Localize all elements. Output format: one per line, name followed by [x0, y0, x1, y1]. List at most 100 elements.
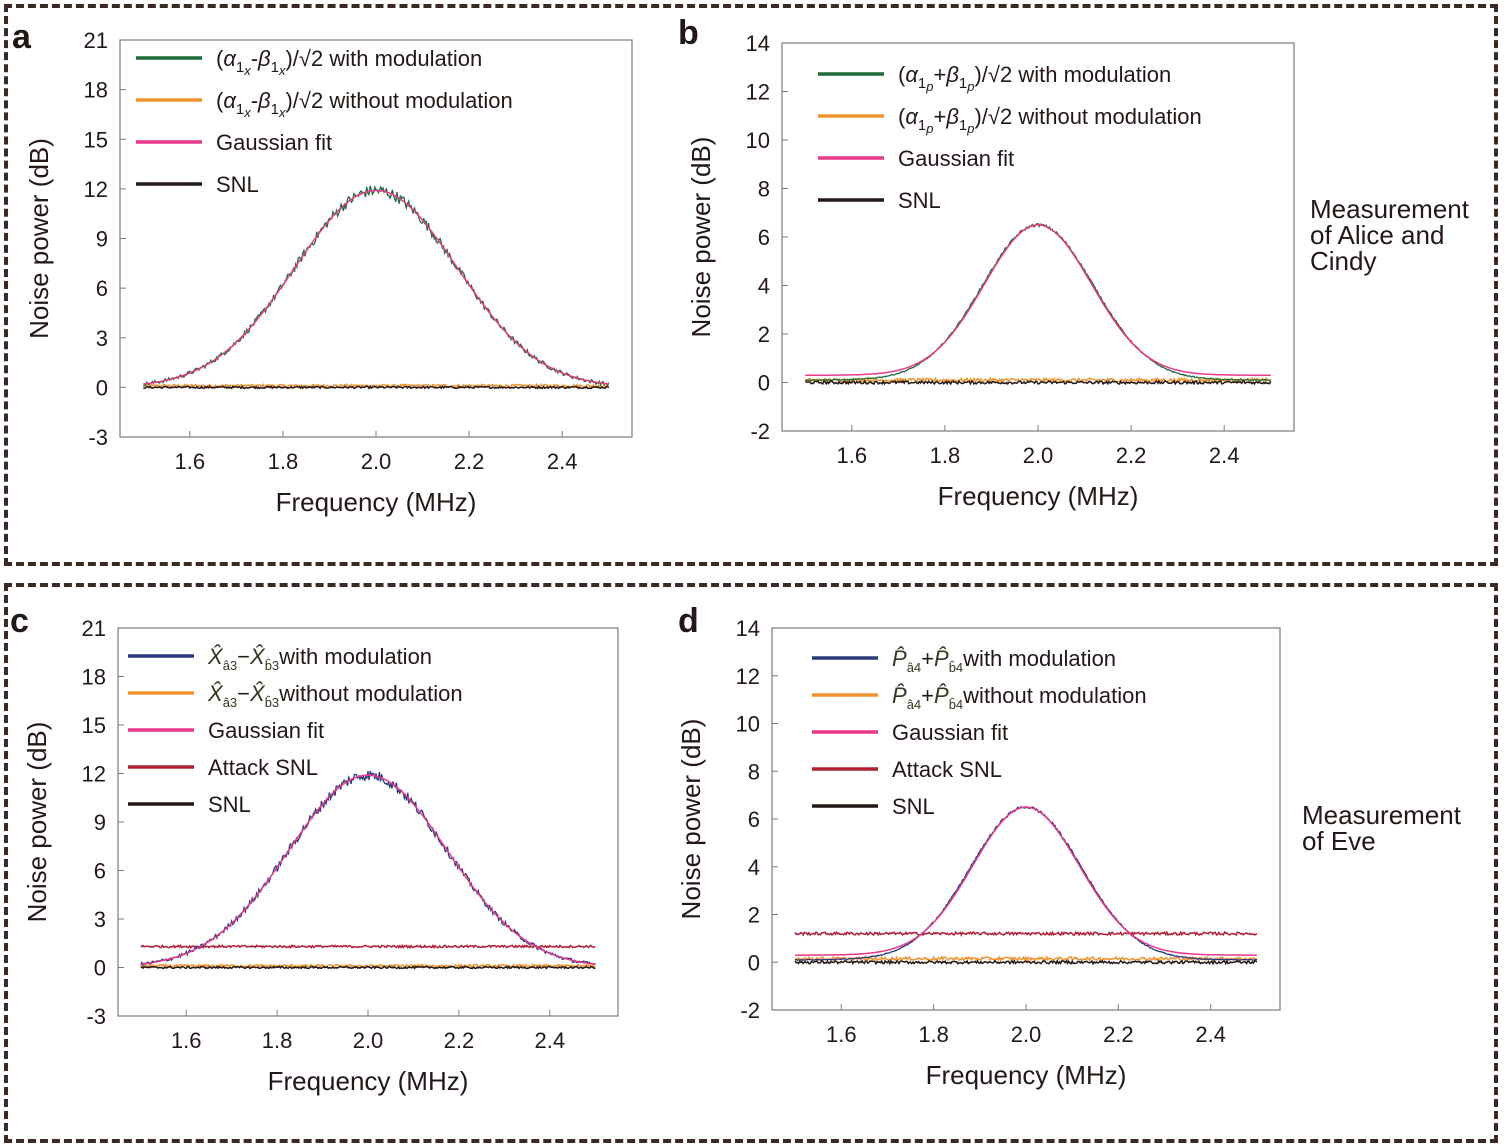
series-line [140, 943, 596, 949]
y-axis-label: Noise power (dB) [22, 722, 52, 923]
y-tick-label: 0 [94, 956, 106, 981]
series-line [143, 385, 610, 390]
x-tick-label: 2.2 [444, 1028, 475, 1053]
x-tick-label: 2.4 [1195, 1022, 1226, 1047]
y-tick-label: 12 [82, 762, 106, 787]
chart-panel-a: a -3 0 3 6 9 12 15 18 21 1.6 1.8 2.0 2.2 2.4 Frequency … [12, 18, 633, 517]
y-tick-label: -3 [86, 1004, 106, 1029]
x-tick-label: 2.2 [1116, 443, 1147, 468]
legend-label: SNL [216, 172, 259, 197]
side-label-top: Measurement of Alice and Cindy [1310, 196, 1504, 274]
y-tick-label: 15 [84, 127, 108, 152]
plot-frame [781, 42, 1295, 432]
x-tick-label: 1.8 [268, 449, 299, 474]
legend-label: Gaussian fit [216, 130, 332, 155]
y-tick-label: 9 [94, 810, 106, 835]
y-tick-label: 18 [84, 78, 108, 103]
panel-letter: a [12, 18, 32, 56]
y-tick-label: -2 [750, 419, 770, 444]
y-tick-label: 6 [748, 807, 760, 832]
legend-label: X̂â3−X̂b̂3without modulation [207, 681, 463, 710]
y-axis-label: Noise power (dB) [676, 719, 706, 920]
y-tick-label: 9 [96, 227, 108, 252]
legend-label: Gaussian fit [898, 146, 1014, 171]
x-tick-label: 2.4 [1209, 443, 1240, 468]
y-tick-label: 0 [748, 950, 760, 975]
x-axis-label: Frequency (MHz) [276, 487, 477, 517]
y-tick-label: 3 [96, 326, 108, 351]
y-tick-label: 4 [748, 855, 760, 880]
series-line [143, 189, 609, 385]
y-tick-label: 12 [84, 177, 108, 202]
legend-label: SNL [892, 794, 935, 819]
series-line [143, 185, 610, 388]
x-tick-label: 2.0 [353, 1028, 384, 1053]
bottom-dashed-frame [4, 583, 1498, 1143]
y-tick-label: 15 [82, 713, 106, 738]
side-label-bottom-line: Measurement [1302, 800, 1461, 830]
chart-panel-b: b -2 0 2 4 6 8 10 12 14 1.6 1.8 2.0 2.2 2.4 Frequency (… [678, 14, 1295, 511]
legend-label: (α1x-β1x)/√2 without modulation [216, 88, 513, 120]
y-tick-label: 4 [758, 274, 770, 299]
side-label-top-line: Cindy [1310, 246, 1377, 276]
series-line [805, 224, 1271, 376]
x-tick-label: 1.8 [930, 443, 961, 468]
panel-letter: c [10, 602, 29, 640]
y-tick-label: 8 [758, 177, 770, 202]
x-axis-label: Frequency (MHz) [926, 1060, 1127, 1090]
legend-label: Gaussian fit [208, 718, 324, 743]
y-tick-label: 18 [82, 665, 106, 690]
y-tick-label: 14 [746, 31, 770, 56]
y-tick-label: 14 [736, 616, 760, 641]
legend-label: P̂â4+P̂b̂4with modulation [892, 646, 1116, 675]
y-axis-label: Noise power (dB) [24, 138, 54, 339]
x-tick-label: 2.0 [361, 449, 392, 474]
x-tick-label: 1.6 [826, 1022, 857, 1047]
y-tick-label: 0 [758, 371, 770, 396]
legend-label: Attack SNL [208, 755, 318, 780]
series-line [795, 806, 1257, 956]
legend-label: Gaussian fit [892, 720, 1008, 745]
chart-panel-d: d -2 0 2 4 6 8 10 12 14 1.6 1.8 2.0 2.2 2.4 Frequency (… [676, 602, 1281, 1090]
y-tick-label: 12 [736, 664, 760, 689]
y-tick-label: 6 [96, 276, 108, 301]
series-line [140, 774, 596, 966]
y-tick-label: 0 [96, 375, 108, 400]
y-tick-label: 10 [736, 712, 760, 737]
panel-letter: b [678, 14, 699, 52]
x-tick-label: 2.4 [547, 449, 578, 474]
x-tick-label: 1.8 [918, 1022, 949, 1047]
series-line [794, 930, 1258, 937]
legend-label: SNL [208, 792, 251, 817]
y-tick-label: 12 [746, 80, 770, 105]
y-tick-label: 6 [94, 859, 106, 884]
side-label-bottom: Measurement of Eve [1302, 802, 1502, 854]
legend-label: X̂â3−X̂b̂3with modulation [207, 644, 432, 673]
x-axis-label: Frequency (MHz) [268, 1066, 469, 1096]
y-tick-label: -3 [88, 425, 108, 450]
x-tick-label: 2.0 [1023, 443, 1054, 468]
y-tick-label: 2 [748, 903, 760, 928]
x-tick-label: 1.6 [171, 1028, 202, 1053]
x-tick-label: 2.0 [1011, 1022, 1042, 1047]
x-tick-label: 2.2 [454, 449, 485, 474]
y-tick-label: 10 [746, 128, 770, 153]
side-label-top-line: Measurement [1310, 194, 1469, 224]
x-tick-label: 2.4 [535, 1028, 566, 1053]
x-axis-label: Frequency (MHz) [938, 481, 1139, 511]
series-line [805, 379, 1272, 386]
y-tick-label: 21 [84, 28, 108, 53]
y-tick-label: 3 [94, 907, 106, 932]
y-tick-label: 21 [82, 616, 106, 641]
x-tick-label: 2.2 [1103, 1022, 1134, 1047]
x-tick-label: 1.6 [837, 443, 868, 468]
panel-letter: d [678, 602, 699, 640]
series-line [794, 955, 1258, 963]
legend-label: (α1p+β1p)/√2 without modulation [898, 104, 1202, 136]
legend-label: SNL [898, 188, 941, 213]
y-axis-label: Noise power (dB) [686, 137, 716, 338]
legend-label: P̂â4+P̂b̂4without modulation [892, 683, 1147, 712]
y-tick-label: 8 [748, 759, 760, 784]
chart-panel-c: c -3 0 3 6 9 12 15 18 21 1.6 1.8 2.0 2.2 2.4 Frequency … [10, 602, 619, 1096]
